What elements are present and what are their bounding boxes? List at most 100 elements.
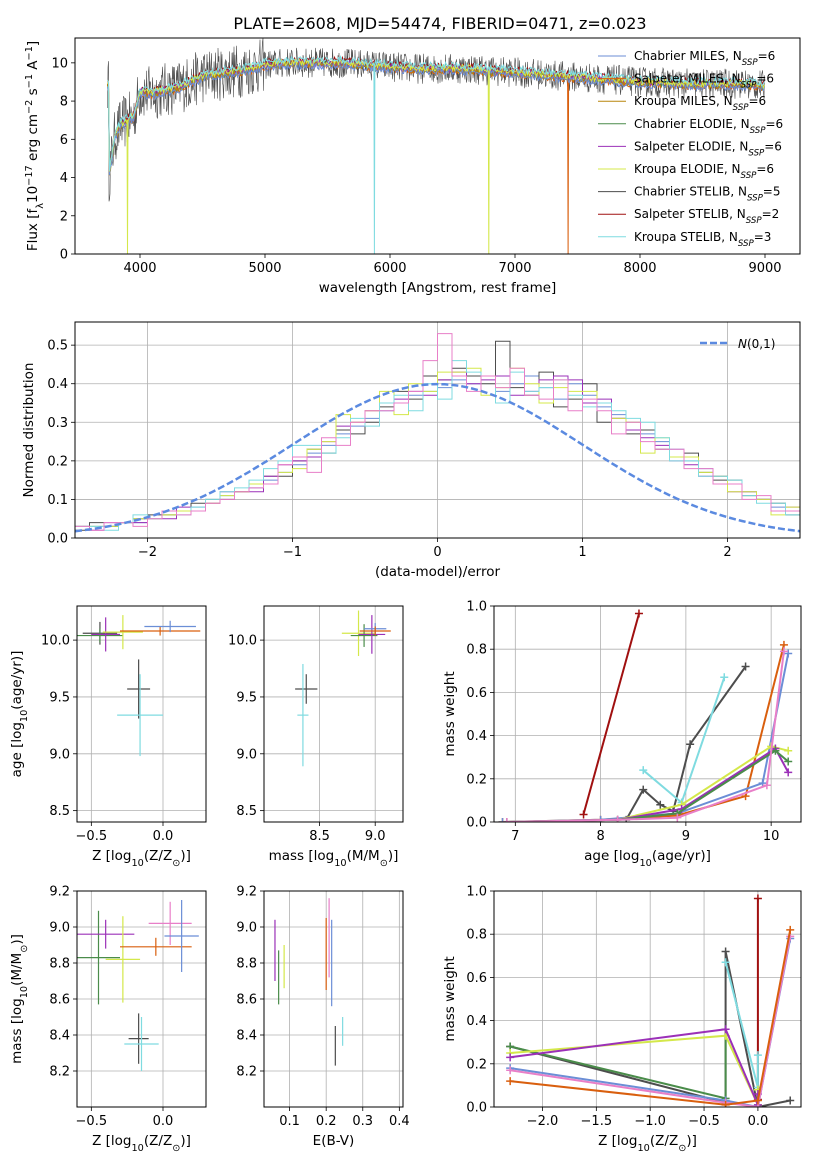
weight-marker (639, 785, 648, 794)
x-tick-label: −0.5 (76, 829, 108, 844)
y-tick-label: 8 (60, 95, 68, 110)
y-tick-label: 0.4 (47, 377, 68, 392)
weight-marker (786, 925, 795, 934)
y-tick-label: 2 (60, 209, 68, 224)
spectrum-line-kroupa-stelib (107, 55, 765, 254)
legend-entry: Kroupa STELIB, NSSP=3 (634, 230, 771, 249)
x-axis-label: Z [log10(Z/Z⊙)] (92, 1133, 191, 1154)
weight-line (506, 747, 790, 822)
y-tick-label: 8.5 (236, 804, 257, 819)
y-tick-label: 9.0 (49, 921, 70, 936)
y-tick-label: 9.0 (49, 747, 70, 762)
x-tick-label: 0.3 (352, 1114, 373, 1129)
x-tick-label: 9000 (748, 261, 781, 276)
residuals-panel: −2 −1 0 1 2 0.0 0.1 0.2 0.3 0.4 0.5 (data-model)/er… (21, 321, 801, 580)
weight-marker (673, 813, 682, 822)
y-tick-label: 0.2 (466, 1057, 487, 1072)
x-tick-label: −1.0 (634, 1114, 666, 1129)
y-tick-label: 8.2 (236, 1065, 257, 1080)
y-tick-label: 1.0 (466, 600, 487, 615)
x-tick-label: 7 (511, 829, 519, 844)
weight-marker (506, 1066, 515, 1075)
y-tick-label: 0 (60, 248, 68, 263)
axes-frame (263, 605, 404, 823)
weight-marker (784, 768, 793, 777)
x-tick-label: 8.5 (309, 829, 330, 844)
weight-marker (579, 810, 588, 819)
axes-frame (74, 37, 801, 255)
y-axis-label: mass weight (442, 956, 458, 1041)
weight-marker (784, 746, 793, 755)
plot-area (77, 900, 199, 1071)
weight-line (506, 749, 789, 822)
x-tick-label: −2.0 (527, 1114, 559, 1129)
y-axis-label: mass [log10(M/M⊙)] (9, 934, 30, 1064)
legend-entry: Kroupa MILES, NSSP=6 (634, 94, 766, 113)
y-tick-label: 0.1 (47, 493, 68, 508)
weight-marker (784, 649, 793, 658)
error-bar-point (117, 674, 163, 757)
legend-entry: Chabrier MILES, NSSP=6 (634, 49, 775, 68)
error-bar-point (120, 626, 201, 636)
y-tick-label: 9.0 (236, 747, 257, 762)
weight-marker (753, 1051, 762, 1060)
spectrum-panel: 4000 5000 6000 7000 8000 9000 0 2 4 6 8 10 wavelengt… (24, 37, 801, 296)
x-axis-label: Z [log10(Z/Z⊙)] (598, 1133, 697, 1154)
error-bar-point (124, 1017, 159, 1071)
weight-series (506, 925, 795, 1107)
mass-weight-vs-age-panel: 7 8 9 10 0.0 0.2 0.4 0.6 0.8 1.0 age [log10(age/yr… (442, 600, 802, 869)
spectrum-line-chabrier-miles (107, 61, 765, 175)
mass-vs-metallicity-panel: −0.5 0.0 8.2 8.4 8.6 8.8 9.0 9.2 Z [log10(Z/Z⊙)]… (9, 885, 207, 1154)
weight-marker (506, 1077, 515, 1086)
legend-entry: Kroupa ELODIE, NSSP=6 (634, 162, 774, 181)
x-tick-label: −1.5 (581, 1114, 613, 1129)
x-tick-label: 9.0 (365, 829, 386, 844)
weight-marker (741, 662, 750, 671)
y-tick-label: 8.6 (236, 993, 257, 1008)
x-axis-label: (data-model)/error (375, 564, 501, 580)
x-tick-label: 0.0 (153, 829, 174, 844)
plot-area (506, 894, 795, 1107)
x-tick-label: 0.0 (153, 1114, 174, 1129)
x-axis-label: wavelength [Angstrom, rest frame] (319, 280, 557, 296)
x-tick-label: 10 (763, 829, 780, 844)
residual-histogram (75, 333, 800, 531)
x-tick-label: −2 (138, 545, 157, 560)
grid-lines (77, 606, 206, 822)
figure-title: PLATE=2608, MJD=54474, FIBERID=0471, z=0… (233, 14, 646, 33)
weight-marker (762, 781, 771, 790)
y-tick-label: 0.5 (47, 339, 68, 354)
weight-line (510, 1028, 759, 1106)
gaussian-reference-curve (75, 382, 800, 533)
error-bar-point (127, 659, 151, 719)
error-bar-point (341, 610, 376, 657)
error-bar-point (105, 916, 141, 1003)
weight-line (510, 936, 792, 1107)
weight-series (506, 1025, 762, 1107)
y-tick-label: 0.2 (466, 772, 487, 787)
y-tick-label: 9.5 (236, 690, 257, 705)
plot-area (107, 38, 766, 254)
weight-line (582, 613, 640, 815)
mass-vs-reddening-panel: 0.1 0.2 0.3 0.4 8.2 8.4 8.6 8.8 9.0 9.2 E(B-V) (236, 885, 409, 1150)
weight-marker (721, 947, 730, 956)
age-vs-metallicity-panel: −0.5 0.0 8.5 9.0 9.5 10.0 Z [log10(Z/Z⊙)] age [… (9, 605, 207, 869)
error-bar-point (350, 624, 378, 647)
y-tick-label: 8.4 (49, 1029, 70, 1044)
y-tick-label: 0.8 (466, 928, 487, 943)
x-tick-label: −1 (283, 545, 302, 560)
x-tick-label: 1 (578, 545, 586, 560)
age-vs-mass-panel: 8.5 9.0 8.5 9.0 9.5 10.0 mass [log10(M/M⊙)] (228, 605, 404, 869)
error-bar-point (358, 615, 386, 654)
weight-marker (502, 818, 511, 822)
weight-marker (784, 757, 793, 766)
y-tick-label: 8.8 (49, 957, 70, 972)
weight-marker (753, 894, 762, 903)
y-tick-label: 0.6 (466, 971, 487, 986)
y-tick-label: 0.0 (466, 1101, 487, 1116)
x-tick-label: 4000 (123, 261, 156, 276)
error-bar-point (295, 674, 318, 704)
legend-entry: Salpeter STELIB, NSSP=2 (634, 207, 779, 226)
y-tick-label: 0.3 (47, 416, 68, 431)
